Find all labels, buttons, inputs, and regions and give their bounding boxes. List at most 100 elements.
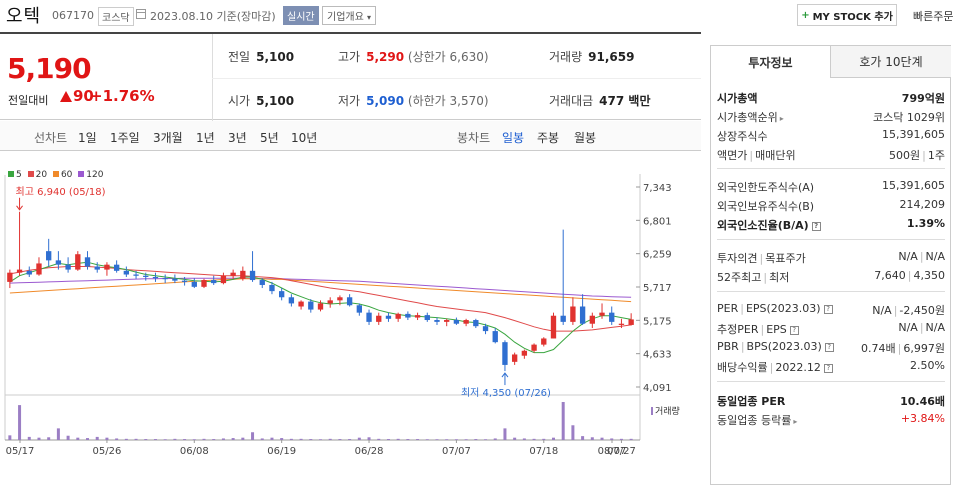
opinion-label: 투자의견 xyxy=(717,252,758,265)
volume-bar xyxy=(231,438,235,440)
dividend-label-group: 배당수익률 | 2022.12? xyxy=(717,359,833,375)
volume-bar xyxy=(270,437,274,440)
candle-body xyxy=(298,301,304,307)
candle-body xyxy=(308,301,314,310)
dividend-value: 2.50% xyxy=(910,359,945,372)
est-per-label: 추정PER xyxy=(717,323,759,336)
volume-bar xyxy=(173,438,177,440)
plus-icon: + xyxy=(801,9,810,21)
ma5-swatch xyxy=(8,171,14,177)
candle-body xyxy=(211,280,217,284)
candle-body xyxy=(288,297,295,304)
x-tick-label: 07/27 xyxy=(607,446,636,457)
volume-bar xyxy=(581,436,585,440)
candle-body xyxy=(16,269,23,273)
info-icon[interactable]: ? xyxy=(824,343,834,352)
tab-order-book[interactable]: 호가 10단계 xyxy=(831,46,951,78)
trade-amount: 거래대금 477 백만 xyxy=(549,92,650,109)
candle-body xyxy=(366,312,372,322)
y-tick-label: 4,633 xyxy=(643,350,672,361)
add-mystock-button[interactable]: + MY STOCK 추가 xyxy=(797,4,897,26)
opinion-value-group: N/A | N/A xyxy=(898,250,945,266)
period-1y[interactable]: 1년 xyxy=(196,131,215,145)
info-icon[interactable]: ? xyxy=(823,305,833,314)
ma60-label: 60 xyxy=(60,170,73,180)
volume-bar xyxy=(95,436,99,440)
row-foreign-ratio: 외국인소진율(B/A)? 1.39% xyxy=(717,217,945,233)
candle-daily[interactable]: 일봉 xyxy=(502,131,525,145)
company-overview-button[interactable]: 기업개요 ▾ xyxy=(322,6,377,25)
sector-change-value: +3.84% xyxy=(900,412,945,425)
period-1w[interactable]: 1주일 xyxy=(110,131,140,145)
open-value: 5,100 xyxy=(256,94,295,108)
est-eps-label: EPS xyxy=(766,323,787,336)
separator: | xyxy=(760,323,765,336)
quick-order-link[interactable]: 빠른주문 xyxy=(913,10,954,23)
foreign-hold-label: 외국인보유주식수(B) xyxy=(717,200,815,213)
volume-bar xyxy=(571,425,575,440)
volume-bar xyxy=(221,438,225,440)
period-3y[interactable]: 3년 xyxy=(228,131,247,145)
separator: | xyxy=(922,149,926,162)
stock-chart[interactable]: 5 20 60 120 7,343 6,801 6,259 5,717 5,175 4,6… xyxy=(0,152,701,487)
volume-bar xyxy=(144,439,148,440)
candle-body xyxy=(249,270,256,281)
separator: | xyxy=(893,304,898,317)
candle-body xyxy=(434,320,440,322)
par-label-group: 액면가 | 매매단위 xyxy=(717,147,796,163)
lower-limit: (하한가 3,570) xyxy=(407,94,489,108)
high-arrow-head xyxy=(16,205,23,211)
par-value: 500원 xyxy=(889,149,921,162)
candle-body xyxy=(511,354,518,362)
high-label: 고가 xyxy=(338,50,361,64)
foreign-limit-label: 외국인한도주식수(A) xyxy=(717,181,815,194)
par-label: 액면가 xyxy=(717,149,748,162)
est-per-label-group: 추정PER | EPS? xyxy=(717,321,799,337)
realtime-button[interactable]: 실시간 xyxy=(283,6,319,25)
candle-body xyxy=(278,291,285,298)
per-label-group: PER | EPS(2023.03)? xyxy=(717,302,833,318)
info-icon[interactable]: ? xyxy=(789,326,799,335)
candle-body xyxy=(560,315,566,322)
volume-bar xyxy=(115,438,119,440)
chart-canvas[interactable]: 7,343 6,801 6,259 5,717 5,175 4,633 4,091 05/17… xyxy=(0,152,701,487)
x-tick-label: 05/17 xyxy=(6,446,35,457)
candle-body xyxy=(463,320,469,324)
eps-label: EPS(2023.03) xyxy=(745,302,821,315)
candle-body xyxy=(482,326,489,332)
info-icon[interactable]: ? xyxy=(823,364,833,373)
calendar-icon xyxy=(136,9,146,19)
info-icon[interactable]: ? xyxy=(811,222,821,231)
row-sector-per: 동일업종 PER 10.46배 xyxy=(717,393,945,409)
candle-body xyxy=(172,278,178,281)
high-value: 5,290 xyxy=(366,50,405,64)
volume-bar xyxy=(124,438,128,440)
high-price: 고가 5,290 (상한가 6,630) xyxy=(338,48,489,65)
volume-bar xyxy=(406,439,410,440)
open-label: 시가 xyxy=(228,94,251,108)
period-10y[interactable]: 10년 xyxy=(291,131,318,145)
period-3m[interactable]: 3개월 xyxy=(153,131,183,145)
volume-bar xyxy=(425,439,429,440)
separator: | xyxy=(740,302,744,315)
ma5-label: 5 xyxy=(16,170,22,180)
tab-investment-info[interactable]: 투자정보 xyxy=(711,46,831,78)
period-5y[interactable]: 5년 xyxy=(260,131,279,145)
candle-body xyxy=(521,350,528,356)
candle-body xyxy=(259,280,265,285)
y-tick-label: 5,717 xyxy=(643,283,672,294)
candle-monthly[interactable]: 월봉 xyxy=(574,131,597,145)
volume-bar xyxy=(464,439,468,440)
candle-body xyxy=(75,254,81,270)
per-value: N/A xyxy=(872,304,892,317)
low-arrow-head xyxy=(501,372,509,378)
candle-weekly[interactable]: 주봉 xyxy=(537,131,560,145)
unit-label: 매매단위 xyxy=(755,149,796,162)
volume-bar xyxy=(212,439,216,440)
w52-value-group: 7,640 | 4,350 xyxy=(874,269,945,285)
opinion-label-group: 투자의견 | 목표주가 xyxy=(717,250,806,266)
period-1d[interactable]: 1일 xyxy=(78,131,97,145)
candle-body xyxy=(104,264,110,270)
par-value-group: 500원 | 1주 xyxy=(889,147,945,163)
dividend-date: 2022.12 xyxy=(775,361,821,374)
